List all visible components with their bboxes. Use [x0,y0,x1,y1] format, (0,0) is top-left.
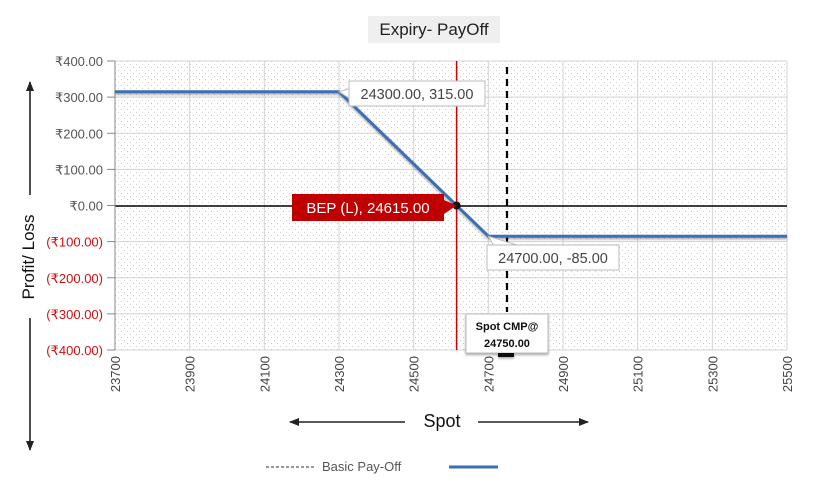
y-tick-label: (₹200.00) [46,271,103,286]
x-tick-label: 25100 [631,356,646,392]
x-tick-label: 24700 [481,356,496,392]
x-tick-label: 25500 [780,356,795,392]
spot-cmp-callout: Spot CMP@ 24750.00 [465,313,549,357]
x-tick-label: 24300 [332,356,347,392]
y-tick-labels: ₹400.00 ₹300.00 ₹200.00 ₹100.00 ₹0.00 (₹100.0… [46,54,115,358]
x-tick-labels: 23700 23900 24100 24300 24500 24700 24900 25100… [108,356,795,392]
y-tick-label: (₹300.00) [46,307,103,322]
callout-bottom: 24700.00, -85.00 [486,235,620,271]
x-tick-label: 25300 [705,356,720,392]
series-payoff-line [115,90,787,238]
x-tick-label: 24900 [556,356,571,392]
x-tick-label: 24100 [257,356,272,392]
callout-bottom-text: 24700.00, -85.00 [498,251,608,267]
bep-badge-text: BEP (L), 24615.00 [306,200,429,217]
y-tick-label: ₹300.00 [55,90,103,105]
x-tick-label: 23700 [108,356,123,392]
y-tick-label: ₹200.00 [55,126,103,141]
y-tick-label: (₹100.00) [46,235,103,250]
callout-top-text: 24300.00, 315.00 [361,87,474,103]
callout-top: 24300.00, 315.00 [337,80,486,107]
y-axis-title: Profit/ Loss [19,214,38,299]
spot-cmp-value: 24750.00 [484,338,530,350]
x-tick-label: 23900 [183,356,198,392]
bep-badge: BEP (L), 24615.00 [292,194,457,221]
chart-title: Expiry- PayOff [379,20,489,39]
x-axis-title: Spot [423,411,460,431]
y-tick-label: ₹100.00 [55,162,103,177]
title-box [368,16,500,43]
y-tick-label: (₹400.00) [46,343,103,358]
legend-label-basic-payoff: Basic Pay-Off [322,459,402,474]
y-tick-label: ₹400.00 [55,54,103,69]
y-tick-label: ₹0.00 [69,199,103,214]
spot-cmp-label: Spot CMP@ [476,321,539,333]
x-tick-label: 24500 [407,356,422,392]
